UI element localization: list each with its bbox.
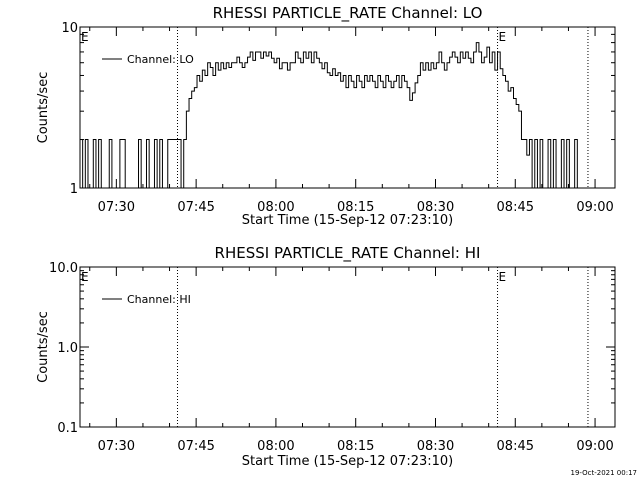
- x-tick-label: 08:45: [497, 439, 534, 454]
- x-tick-label: 08:00: [257, 200, 294, 215]
- plot-frame: [79, 266, 616, 428]
- x-tick-label: 08:30: [417, 439, 454, 454]
- event-label: E: [81, 30, 89, 44]
- plot-frame: [79, 26, 616, 189]
- y-tick-label: 10: [61, 21, 78, 36]
- x-axis-label: Start Time (15-Sep-12 07:23:10): [242, 454, 453, 469]
- chart-title: RHESSI PARTICLE_RATE Channel: HI: [215, 244, 481, 263]
- x-tick-label: 08:45: [497, 200, 534, 215]
- y-tick-label: 1: [70, 182, 78, 197]
- x-tick-label: 08:15: [337, 439, 374, 454]
- event-label: E: [499, 270, 507, 284]
- event-label: E: [499, 30, 507, 44]
- x-tick-label: 09:00: [576, 439, 613, 454]
- y-tick-label: 1.0: [57, 341, 78, 356]
- y-tick-label: 10.0: [49, 261, 78, 276]
- x-tick-label: 07:45: [177, 200, 214, 215]
- footer-timestamp: 19-Oct-2021 00:17: [571, 469, 637, 477]
- x-tick-label: 09:00: [576, 200, 613, 215]
- legend-label: Channel: HI: [127, 293, 191, 306]
- legend-label: Channel: LO: [127, 53, 194, 66]
- x-tick-label: 08:30: [417, 200, 454, 215]
- y-tick-label: 0.1: [57, 421, 78, 436]
- x-tick-label: 08:00: [257, 439, 294, 454]
- x-tick-label: 07:30: [98, 200, 135, 215]
- event-label: E: [81, 270, 89, 284]
- x-tick-label: 07:30: [98, 439, 135, 454]
- x-tick-label: 07:45: [177, 439, 214, 454]
- chart-title: RHESSI PARTICLE_RATE Channel: LO: [213, 4, 483, 23]
- y-axis-label: Counts/sec: [36, 72, 51, 144]
- series-line: [80, 42, 580, 189]
- y-axis-label: Counts/sec: [36, 311, 51, 383]
- x-axis-label: Start Time (15-Sep-12 07:23:10): [242, 213, 453, 228]
- x-tick-label: 08:15: [337, 200, 374, 215]
